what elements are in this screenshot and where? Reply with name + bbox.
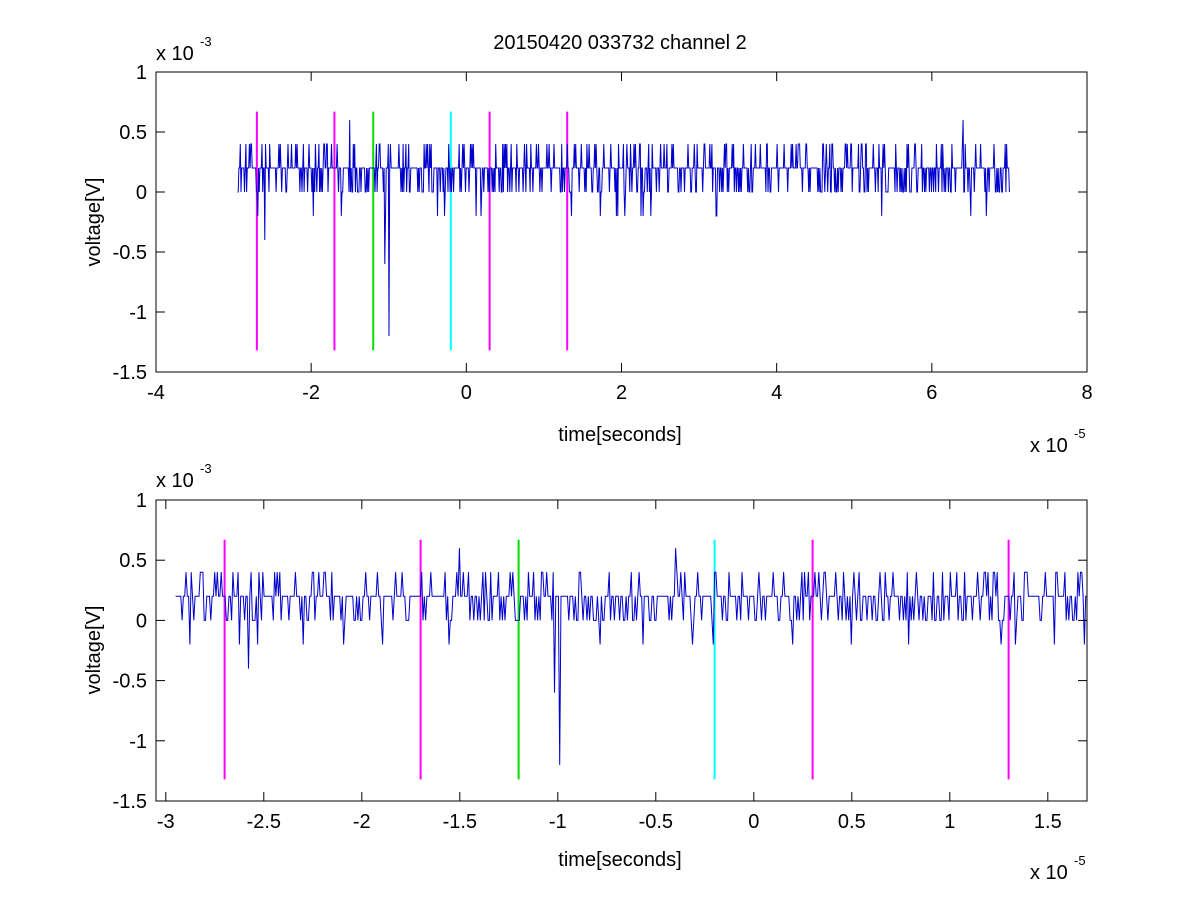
bottom-plot-x-ticks: -3 -2.5 -2 -1.5 -1 -0.5 0 0.5 1 1.5 (157, 500, 1062, 833)
top-plot-x-exponent-power: -5 (1074, 426, 1086, 441)
bottom-plot-y-exponent: x 10 -3 (156, 461, 212, 492)
bottom-plot-y-tick-label: -1 (129, 731, 147, 753)
bottom-plot-x-tick-label: -2 (353, 811, 371, 833)
top-plot-x-tick-label: 8 (1081, 382, 1092, 404)
top-plot-x-tick-label: 6 (926, 382, 937, 404)
top-plot-x-tick-label: -4 (147, 382, 165, 404)
bottom-plot-axes-box (155, 499, 1088, 802)
top-plot-y-exponent-power: -3 (200, 34, 212, 49)
top-plot-y-tick-label: -1 (129, 302, 147, 324)
top-plot-x-tick-label: 0 (461, 382, 472, 404)
top-plot: -4 -2 0 2 4 6 8 10.50-0.5-1-1.5 time[seconds] … (83, 34, 1093, 457)
bottom-plot-y-exponent-power: -3 (200, 461, 212, 476)
bottom-plot-x-tick-label: -2.5 (247, 811, 281, 833)
bottom-plot-y-tick-label: 1 (136, 490, 147, 512)
bottom-plot-x-tick-label: 0 (748, 811, 759, 833)
top-plot-x-exponent: x 10 -5 (1030, 426, 1086, 457)
bottom-plot-x-tick-label: -3 (157, 811, 175, 833)
bottom-plot-x-tick-label: 0.5 (838, 811, 866, 833)
top-plot-x-tick-label: 4 (771, 382, 782, 404)
bottom-plot-x-tick-label: -1 (549, 811, 567, 833)
bottom-plot: -3 -2.5 -2 -1.5 -1 -0.5 0 0.5 1 1.5 1 0.5 0 -0.5 -1 -1… (83, 461, 1088, 884)
bottom-plot-x-exponent-base: x 10 (1030, 862, 1068, 884)
bottom-plot-x-exponent-power: -5 (1074, 853, 1086, 868)
top-plot-x-axis-label: time[seconds] (558, 424, 681, 446)
bottom-plot-y-tick-label: -0.5 (113, 671, 147, 693)
top-plot-y-tick-label: -0.5 (113, 242, 147, 264)
bottom-plot-y-exponent-base: x 10 (156, 470, 194, 492)
bottom-plot-y-tick-label: 0.5 (119, 550, 147, 572)
bottom-plot-x-tick-label: 1 (944, 811, 955, 833)
bottom-plot-x-axis-label: time[seconds] (558, 849, 681, 871)
bottom-plot-y-tick-label: 0 (136, 610, 147, 632)
top-plot-x-tick-label: -2 (302, 382, 320, 404)
top-plot-y-exponent-base: x 10 (156, 43, 194, 65)
top-plot-y-tick-label: -1.5 (113, 362, 147, 384)
top-plot-y-tick-label: 1 (136, 62, 147, 84)
bottom-plot-signal-line (175, 548, 1087, 765)
chart-title: 20150420 033732 channel 2 (493, 32, 747, 54)
bottom-plot-y-ticks: 1 0.5 0 -0.5 -1 -1.5 (113, 490, 1087, 813)
top-plot-x-exponent-base: x 10 (1030, 435, 1068, 457)
bottom-plot-x-tick-label: -1.5 (443, 811, 477, 833)
top-plot-axes-box (155, 71, 1088, 373)
bottom-plot-y-tick-label: -1.5 (113, 791, 147, 813)
top-plot-y-tick-label: 0 (136, 182, 147, 204)
bottom-plot-x-tick-label: -0.5 (639, 811, 673, 833)
bottom-plot-x-exponent: x 10 -5 (1030, 853, 1086, 884)
bottom-plot-x-tick-label: 1.5 (1034, 811, 1062, 833)
top-plot-y-ticks: 1 0.5 0 -0.5 -1 -1.5 (113, 62, 1087, 384)
top-plot-x-ticks: -4 -2 0 2 4 6 8 (147, 72, 1093, 404)
bottom-plot-y-axis-label: voltage[V] (83, 606, 105, 695)
top-plot-y-axis-label: voltage[V] (83, 178, 105, 267)
top-plot-y-tick-label: 0.5 (119, 122, 147, 144)
top-plot-signal-line (237, 119, 1010, 337)
top-plot-y-exponent: x 10 -3 (156, 34, 212, 65)
bottom-plot-markers (223, 539, 1010, 780)
top-plot-x-tick-label: 2 (616, 382, 627, 404)
